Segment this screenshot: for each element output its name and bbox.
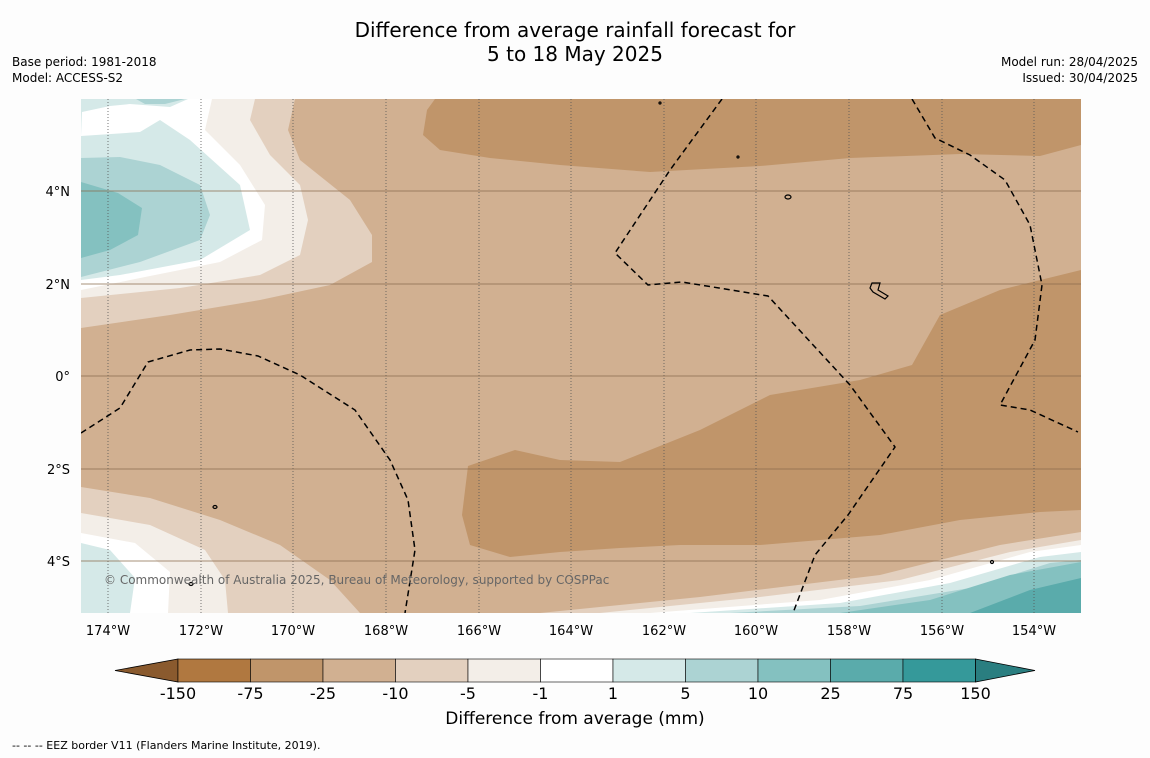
island-5 — [658, 101, 662, 105]
chart-title: Difference from average rainfall forecas… — [0, 18, 1150, 66]
eez-border-east — [911, 99, 1079, 433]
colorbar-tick-label: -1 — [533, 684, 549, 703]
island-7 — [989, 559, 995, 565]
eez-legend-note: -- -- -- EEZ border V11 (Flanders Marine… — [12, 739, 321, 752]
x-tick-label: 168°W — [364, 624, 408, 639]
colorbar-segment — [612, 658, 686, 683]
x-tick-label: 162°W — [642, 624, 686, 639]
x-tick-label: 164°W — [549, 624, 593, 639]
eez-border-west — [81, 348, 416, 613]
y-axis-ticks: 4°N 2°N 0° 2°S 4°S — [46, 185, 71, 570]
colorbar: -150 -75 -25 -10 -5 -1 1 5 10 25 75 150 — [114, 658, 1036, 703]
map-panel: © Commonwealth of Australia 2025, Bureau… — [81, 99, 1081, 613]
x-tick-label: 158°W — [827, 624, 871, 639]
y-tick-label: 0° — [55, 370, 70, 385]
colorbar-segment — [902, 658, 976, 683]
region-teal-top-sliver — [136, 99, 185, 104]
base-period-text: Base period: 1981-2018 — [12, 55, 157, 69]
x-tick-label: 172°W — [179, 624, 223, 639]
title-line-1: Difference from average rainfall forecas… — [354, 18, 796, 42]
y-tick-label: 4°S — [47, 555, 70, 570]
meta-left: Base period: 1981-2018 Model: ACCESS-S2 — [12, 54, 157, 86]
colorbar-segment — [830, 658, 904, 683]
colorbar-tick-label: 1 — [608, 684, 618, 703]
copyright-text: © Commonwealth of Australia 2025, Bureau… — [104, 573, 609, 587]
x-tick-label: 156°W — [920, 624, 964, 639]
island-1 — [784, 194, 792, 200]
region-dark-brown-north — [423, 99, 1081, 172]
colorbar-tick-label: 25 — [820, 684, 840, 703]
colorbar-tick-label: 5 — [680, 684, 690, 703]
islands — [188, 101, 995, 587]
colorbar-tick-label: 75 — [893, 684, 913, 703]
region-dark-brown-southeast — [462, 270, 1081, 557]
x-axis-ticks: 174°W 172°W 170°W 168°W 166°W 164°W 162°W 160°W… — [86, 624, 1056, 639]
region-teal-deep-southeast — [970, 578, 1081, 613]
region-teal-light-southwest — [81, 543, 135, 613]
colorbar-tick-label: -5 — [460, 684, 476, 703]
colorbar-extend-high — [975, 658, 1036, 683]
island-6 — [736, 155, 740, 159]
meta-right: Model run: 28/04/2025 Issued: 30/04/2025 — [1001, 54, 1138, 86]
island-2 — [869, 282, 889, 300]
colorbar-segment — [757, 658, 831, 683]
colorbar-segment — [322, 658, 396, 683]
colorbar-tick-label: 150 — [960, 684, 991, 703]
y-tick-label: 2°N — [46, 278, 71, 293]
colorbar-segment — [540, 658, 614, 683]
colorbar-title: Difference from average (mm) — [445, 709, 705, 729]
island-3 — [212, 504, 218, 510]
title-line-2: 5 to 18 May 2025 — [487, 42, 663, 66]
eez-borders — [81, 99, 1079, 613]
island-4 — [188, 581, 194, 587]
colorbar-segment — [395, 658, 469, 683]
eez-border-central — [614, 99, 896, 613]
model-run-text: Model run: 28/04/2025 — [1000, 55, 1138, 69]
issued-text: Issued: 30/04/2025 — [1022, 71, 1138, 85]
colorbar-segment — [250, 658, 324, 683]
y-tick-label: 2°S — [47, 463, 70, 478]
colorbar-tick-label: -75 — [237, 684, 263, 703]
colorbar-segment — [177, 658, 251, 683]
x-tick-label: 170°W — [271, 624, 315, 639]
colorbar-extend-low — [114, 658, 179, 683]
x-tick-label: 166°W — [457, 624, 501, 639]
region-teal-dark-west — [81, 182, 142, 258]
model-text: Model: ACCESS-S2 — [12, 71, 124, 85]
x-tick-label: 154°W — [1012, 624, 1056, 639]
colorbar-segment — [467, 658, 541, 683]
colorbar-tick-label: 10 — [748, 684, 768, 703]
colorbar-tick-label: -25 — [310, 684, 336, 703]
x-tick-label: 160°W — [734, 624, 778, 639]
colorbar-tick-label: -10 — [382, 684, 408, 703]
gridlines — [81, 99, 1081, 613]
y-tick-label: 4°N — [46, 185, 71, 200]
colorbar-segment — [685, 658, 759, 683]
x-tick-label: 174°W — [86, 624, 130, 639]
colorbar-tick-label: -150 — [160, 684, 196, 703]
